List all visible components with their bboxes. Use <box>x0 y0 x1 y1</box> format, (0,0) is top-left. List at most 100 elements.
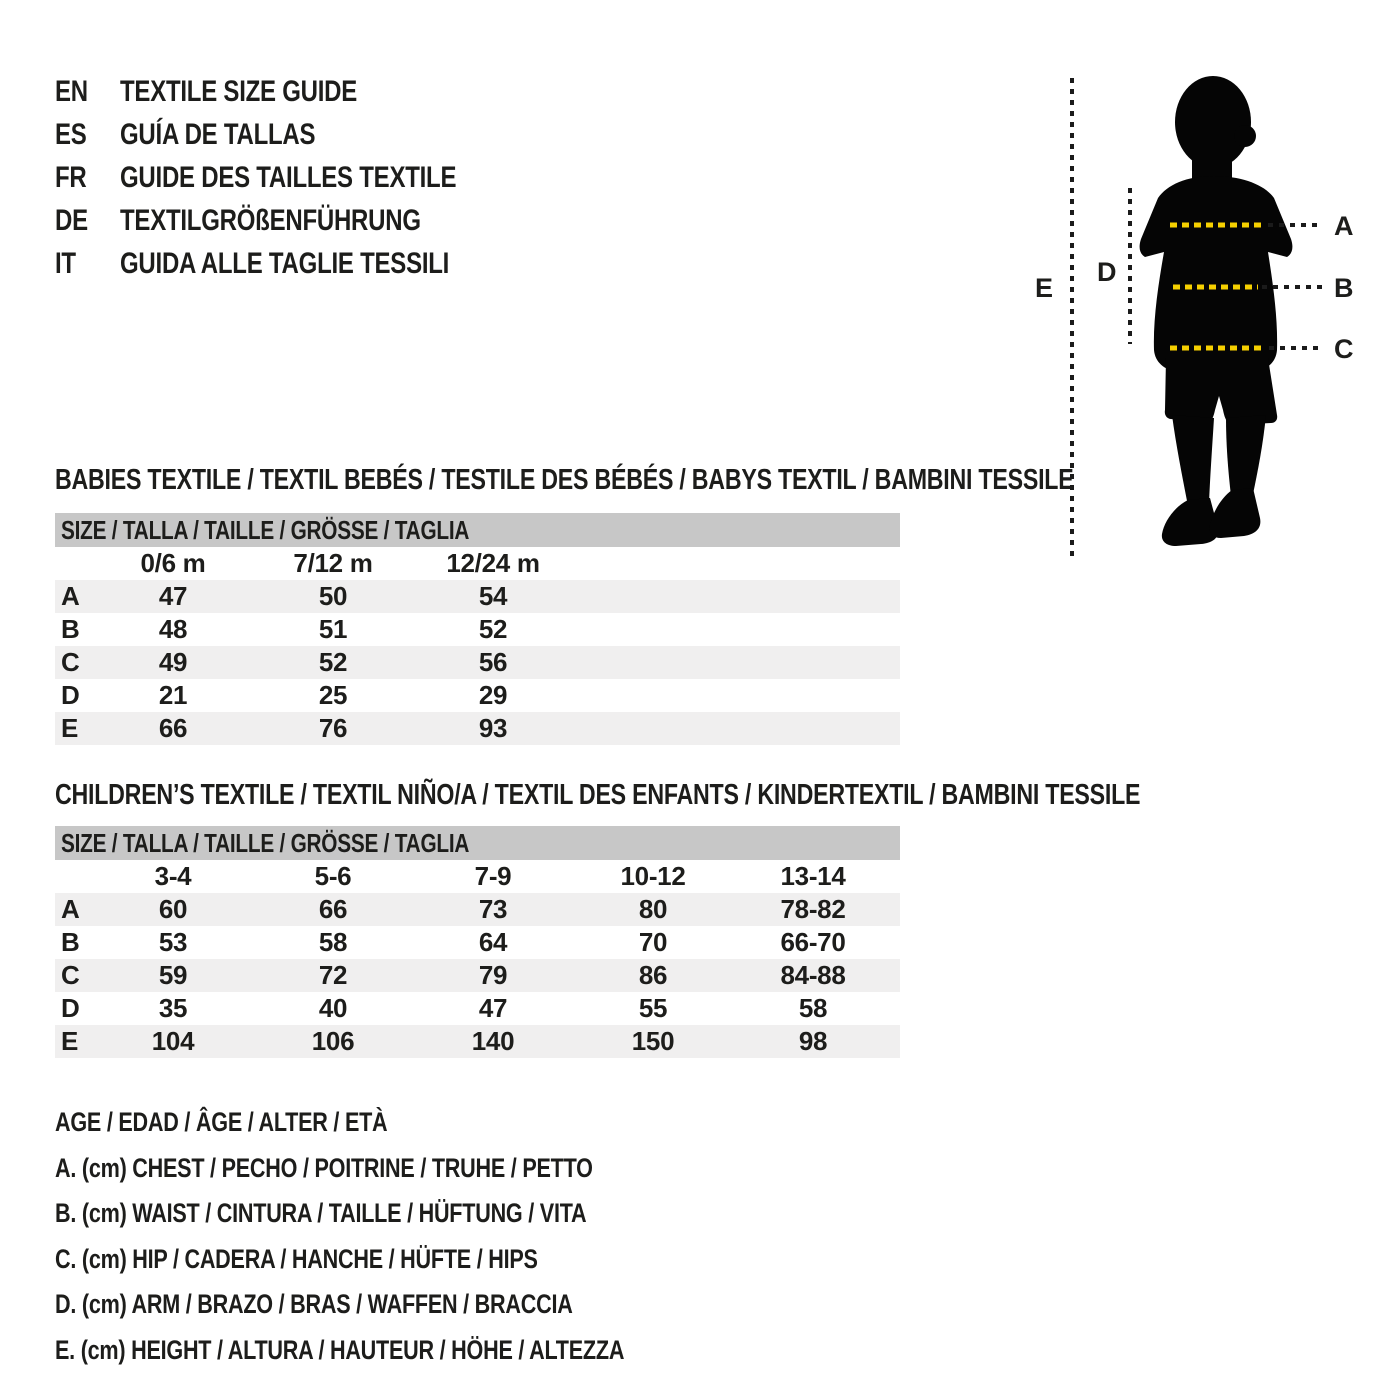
cell: 52 <box>478 614 508 644</box>
cell: 58 <box>318 927 348 957</box>
children-row-e: E 104 106 140 150 98 <box>55 1025 900 1058</box>
row-label: A <box>61 581 80 611</box>
silhouette-hair-curl <box>1234 125 1256 147</box>
babies-col-12-24m: 12/24 m <box>446 548 540 578</box>
silhouette-head <box>1175 76 1251 168</box>
cell: 58 <box>798 993 828 1023</box>
lang-title-it: GUIDA ALLE TAGLIE TESSILI <box>120 246 450 280</box>
cell: 72 <box>318 960 348 990</box>
cell: 25 <box>318 680 348 710</box>
cell: 49 <box>158 647 188 677</box>
cell: 52 <box>318 647 348 677</box>
legend-age-line: AGE / EDAD / ÂGE / ALTER / ETÀ <box>55 1100 766 1146</box>
row-label: B <box>61 927 80 957</box>
cell: 98 <box>798 1026 828 1056</box>
figure-label-b: B <box>1334 273 1354 303</box>
cell: 29 <box>478 680 508 710</box>
figure-label-e: E <box>1035 273 1053 303</box>
legend-hip-text: C. (cm) HIP / CADERA / HANCHE / HÜFTE / … <box>55 1243 538 1274</box>
cell: 50 <box>318 581 348 611</box>
silhouette-shorts <box>1164 358 1278 425</box>
cell: 53 <box>158 927 188 957</box>
babies-row-c: C 49 52 56 <box>55 646 900 679</box>
babies-column-header-row: 0/6 m 7/12 m 12/24 m <box>55 547 900 580</box>
legend-chest-text: A. (cm) CHEST / PECHO / POITRINE / TRUHE… <box>55 1152 593 1183</box>
cell: 80 <box>638 894 668 924</box>
legend-height-text: E. (cm) HEIGHT / ALTURA / HAUTEUR / HÖHE… <box>55 1334 625 1365</box>
babies-col-0-6m: 0/6 m <box>140 548 206 578</box>
children-section-heading: CHILDREN’S TEXTILE / TEXTIL NIÑO/A / TEX… <box>55 778 1400 812</box>
silhouette-left-leg <box>1172 415 1214 506</box>
cell: 47 <box>478 993 508 1023</box>
children-size-header-bar: SIZE / TALLA / TAILLE / GRÖSSE / TAGLIA <box>55 826 900 860</box>
lang-title-fr: GUIDE DES TAILLES TEXTILE <box>120 160 457 194</box>
cell: 86 <box>638 960 668 990</box>
cell: 70 <box>638 927 668 957</box>
row-label: A <box>61 894 80 924</box>
row-label: D <box>61 993 80 1023</box>
legend-arm-line: D. (cm) ARM / BRAZO / BRAS / WAFFEN / BR… <box>55 1282 766 1328</box>
children-col-3-4: 3-4 <box>154 861 192 891</box>
babies-size-header-bar: SIZE / TALLA / TAILLE / GRÖSSE / TAGLIA <box>55 513 900 547</box>
children-column-header-row: 3-4 5-6 7-9 10-12 13-14 <box>55 860 900 893</box>
cell: 35 <box>158 993 188 1023</box>
silhouette-shirt <box>1139 176 1293 372</box>
babies-size-table: SIZE / TALLA / TAILLE / GRÖSSE / TAGLIA … <box>55 513 900 745</box>
cell: 21 <box>158 680 188 710</box>
babies-col-7-12m: 7/12 m <box>293 548 373 578</box>
cell: 150 <box>631 1026 675 1056</box>
row-label: E <box>61 713 79 743</box>
cell: 76 <box>318 713 348 743</box>
lang-row-en: EN TEXTILE SIZE GUIDE <box>55 70 540 113</box>
children-row-d: D 35 40 47 55 58 <box>55 992 900 1025</box>
row-label: C <box>61 960 80 990</box>
lang-code-en: EN <box>55 74 88 108</box>
silhouette-right-foot <box>1209 488 1261 538</box>
lang-title-de: TEXTILGRÖßENFÜHRUNG <box>120 203 421 237</box>
cell: 55 <box>638 993 668 1023</box>
row-label: E <box>61 1026 79 1056</box>
cell: 40 <box>318 993 348 1023</box>
language-title-list: EN TEXTILE SIZE GUIDE ES GUÍA DE TALLAS … <box>55 70 540 285</box>
lang-code-it: IT <box>55 246 76 280</box>
silhouette-left-foot <box>1161 498 1219 546</box>
cell: 66-70 <box>780 927 846 957</box>
lang-row-it: IT GUIDA ALLE TAGLIE TESSILI <box>55 242 540 285</box>
children-row-b: B 53 58 64 70 66-70 <box>55 926 900 959</box>
babies-section-heading: BABIES TEXTILE / TEXTIL BEBÉS / TESTILE … <box>55 463 1328 497</box>
children-col-5-6: 5-6 <box>314 861 352 891</box>
lang-row-de: DE TEXTILGRÖßENFÜHRUNG <box>55 199 540 242</box>
children-heading-text: CHILDREN’S TEXTILE / TEXTIL NIÑO/A / TEX… <box>55 779 1141 811</box>
row-label: C <box>61 647 80 677</box>
children-size-header-text: SIZE / TALLA / TAILLE / GRÖSSE / TAGLIA <box>61 828 470 858</box>
cell: 66 <box>318 894 348 924</box>
silhouette-right-leg <box>1226 415 1266 496</box>
cell: 66 <box>158 713 188 743</box>
legend-hip-line: C. (cm) HIP / CADERA / HANCHE / HÜFTE / … <box>55 1237 766 1283</box>
children-size-table: SIZE / TALLA / TAILLE / GRÖSSE / TAGLIA … <box>55 826 900 1058</box>
cell: 60 <box>158 894 188 924</box>
babies-row-b: B 48 51 52 <box>55 613 900 646</box>
cell: 93 <box>478 713 508 743</box>
lang-title-en: TEXTILE SIZE GUIDE <box>120 74 358 108</box>
babies-heading-text: BABIES TEXTILE / TEXTIL BEBÉS / TESTILE … <box>55 464 1074 496</box>
cell: 79 <box>478 960 508 990</box>
children-col-10-12: 10-12 <box>620 861 686 891</box>
lang-title-es: GUÍA DE TALLAS <box>120 117 316 151</box>
cell: 48 <box>158 614 188 644</box>
children-col-13-14: 13-14 <box>780 861 846 891</box>
legend-age-text: AGE / EDAD / ÂGE / ALTER / ETÀ <box>55 1107 388 1137</box>
cell: 51 <box>318 614 348 644</box>
lang-code-es: ES <box>55 117 87 151</box>
legend-waist-line: B. (cm) WAIST / CINTURA / TAILLE / HÜFTU… <box>55 1191 766 1237</box>
measurement-figure: A B C D E <box>1020 60 1400 580</box>
legend-height-line: E. (cm) HEIGHT / ALTURA / HAUTEUR / HÖHE… <box>55 1328 766 1374</box>
figure-label-c: C <box>1334 334 1354 364</box>
legend-waist-text: B. (cm) WAIST / CINTURA / TAILLE / HÜFTU… <box>55 1198 587 1228</box>
lang-code-de: DE <box>55 203 88 237</box>
cell: 140 <box>471 1026 515 1056</box>
legend-arm-text: D. (cm) ARM / BRAZO / BRAS / WAFFEN / BR… <box>55 1289 573 1319</box>
cell: 84-88 <box>780 960 846 990</box>
measurement-legend: AGE / EDAD / ÂGE / ALTER / ETÀ A. (cm) C… <box>55 1100 766 1373</box>
babies-size-header-text: SIZE / TALLA / TAILLE / GRÖSSE / TAGLIA <box>61 515 470 545</box>
